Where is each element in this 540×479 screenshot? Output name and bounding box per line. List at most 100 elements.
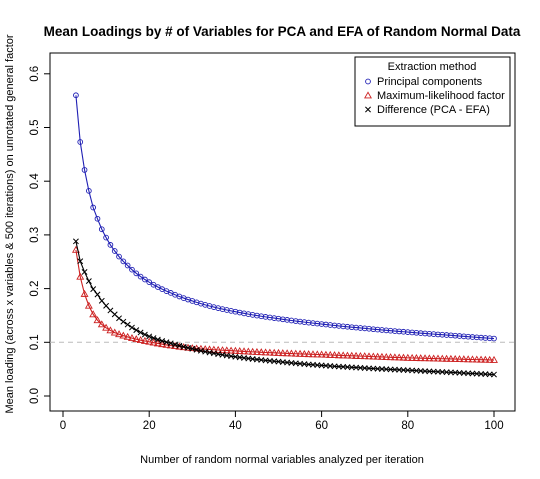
data-point (158, 340, 167, 348)
data-point (115, 330, 124, 338)
data-point (482, 335, 489, 341)
data-point (124, 321, 131, 328)
data-point (426, 330, 433, 337)
data-point (459, 355, 468, 363)
data-point (409, 329, 415, 336)
data-point (240, 347, 248, 355)
data-point (287, 349, 296, 357)
data-point (106, 326, 115, 334)
data-point (456, 333, 463, 339)
data-point (452, 332, 459, 339)
data-point (142, 276, 148, 283)
data-point (218, 346, 227, 354)
data-point (361, 325, 368, 332)
data-point (429, 354, 438, 362)
data-point (127, 334, 136, 341)
y-tick-label: 0.3 (29, 227, 41, 243)
data-point (382, 353, 391, 360)
series-x (72, 238, 497, 378)
data-point (413, 329, 420, 336)
data-point (296, 349, 305, 357)
data-point (396, 328, 403, 335)
data-point (374, 326, 381, 333)
data-point (422, 330, 428, 337)
data-point (352, 351, 361, 359)
data-point (103, 302, 110, 309)
data-point (98, 297, 105, 304)
series-line (75, 249, 495, 361)
plot-frame (49, 52, 516, 412)
legend-entries: Principal components Maximum-likelihood f… (364, 76, 505, 116)
data-point (433, 354, 442, 362)
data-point (257, 348, 266, 356)
data-point (150, 335, 157, 342)
data-point (185, 344, 191, 351)
data-point (438, 354, 447, 362)
data-point (327, 322, 334, 328)
data-point (140, 336, 149, 344)
data-point (209, 345, 218, 353)
y-tick-label: 0.5 (29, 120, 41, 136)
data-point (120, 318, 127, 325)
data-point (353, 324, 359, 331)
data-point (103, 234, 109, 241)
data-point (330, 351, 339, 359)
data-point (73, 92, 79, 99)
data-point (491, 335, 497, 342)
data-point (107, 242, 114, 248)
data-point (244, 347, 253, 355)
legend-title: Extraction method (388, 61, 477, 73)
data-point (408, 353, 417, 361)
data-point (248, 347, 257, 355)
data-point (124, 262, 131, 269)
data-point (291, 349, 300, 357)
data-point (335, 323, 342, 329)
data-point (137, 273, 144, 280)
legend: Extraction method Principal components Ma… (354, 56, 511, 127)
data-point (321, 350, 330, 358)
legend-label: Principal components (377, 76, 483, 88)
data-point (460, 333, 467, 340)
data-point (72, 238, 79, 245)
data-point (90, 286, 97, 293)
data-point (473, 334, 480, 341)
data-point (136, 336, 145, 344)
data-point (81, 268, 88, 275)
data-point (274, 348, 283, 356)
data-point (464, 355, 473, 363)
x-tick-label: 0 (60, 420, 66, 432)
data-point (189, 345, 196, 352)
data-point (278, 349, 287, 357)
data-point (313, 350, 322, 358)
data-point (421, 354, 430, 362)
data-point (93, 316, 102, 324)
data-point (154, 284, 161, 290)
legend-marker (365, 106, 371, 113)
data-point (197, 347, 204, 354)
data-point (356, 352, 365, 359)
data-point (377, 352, 386, 360)
y-tick-label: 0.0 (29, 388, 41, 404)
data-point (94, 215, 101, 222)
data-point (373, 352, 382, 360)
data-point (81, 167, 88, 173)
data-point (146, 279, 153, 286)
data-point (252, 347, 261, 355)
data-point (193, 346, 200, 353)
data-point (137, 329, 144, 336)
data-point (89, 310, 98, 318)
x-tick-label: 60 (315, 420, 328, 432)
legend-box (354, 56, 511, 127)
data-point (339, 351, 348, 359)
axes-layer: 0 20 40 60 80 100 0.0 0.1 0.2 0.3 0.4 0.5 0.6 (29, 66, 504, 432)
data-point (80, 289, 89, 297)
data-point (318, 321, 325, 327)
data-point (451, 354, 460, 362)
data-point (180, 343, 187, 350)
y-tick-label: 0.6 (29, 66, 41, 82)
data-point (416, 354, 425, 362)
data-point (304, 350, 313, 358)
data-point (448, 332, 454, 339)
data-point (340, 323, 347, 330)
